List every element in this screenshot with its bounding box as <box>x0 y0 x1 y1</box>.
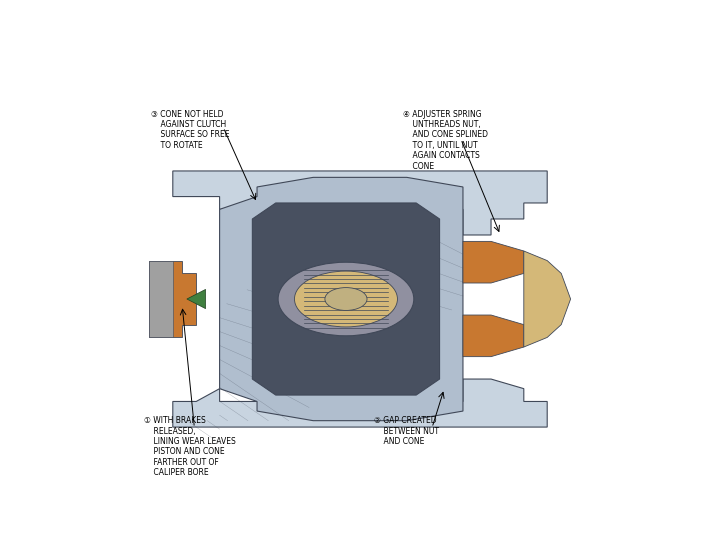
Text: ③ CONE NOT HELD
    AGAINST CLUTCH
    SURFACE SO FREE
    TO ROTATE: ③ CONE NOT HELD AGAINST CLUTCH SURFACE S… <box>151 110 230 150</box>
Text: ALWAYS LEARNING: ALWAYS LEARNING <box>4 509 128 522</box>
Text: PEARSON: PEARSON <box>622 506 719 524</box>
Text: FIGURE 14.23: FIGURE 14.23 <box>126 22 323 48</box>
Circle shape <box>278 262 414 336</box>
Circle shape <box>325 288 367 310</box>
Text: Automatic adjustment of a: Automatic adjustment of a <box>126 22 584 48</box>
Text: ④ ADJUSTER SPRING
    UNTHREADS NUT,
    AND CONE SPLINED
    TO IT, UNTIL NUT
 : ④ ADJUSTER SPRING UNTHREADS NUT, AND CON… <box>403 110 488 171</box>
Text: All Rights Reserved: All Rights Reserved <box>443 521 544 531</box>
Text: FIGURE 14.23 Automatic adjustment of a: FIGURE 14.23 Automatic adjustment of a <box>95 22 625 48</box>
Text: ② GAP CREATED
    BETWEEN NUT
    AND CONE: ② GAP CREATED BETWEEN NUT AND CONE <box>374 416 439 446</box>
Polygon shape <box>253 203 440 395</box>
Text: General Motors rear disc brake caliper.: General Motors rear disc brake caliper. <box>110 70 610 96</box>
Polygon shape <box>524 251 571 347</box>
Text: Copyright © 2017 by Pearson Education, Inc.: Copyright © 2017 by Pearson Education, I… <box>308 500 544 510</box>
Polygon shape <box>173 171 547 235</box>
Circle shape <box>294 271 397 327</box>
Polygon shape <box>463 315 524 356</box>
Text: ① WITH BRAKES
    RELEASED,
    LINING WEAR LEAVES
    PISTON AND CONE
    FARTH: ① WITH BRAKES RELEASED, LINING WEAR LEAV… <box>144 416 235 477</box>
Polygon shape <box>150 261 173 338</box>
Polygon shape <box>173 379 547 427</box>
Polygon shape <box>187 289 206 309</box>
Polygon shape <box>150 261 196 338</box>
Polygon shape <box>463 241 524 283</box>
Text: James D. Halderman: James D. Halderman <box>176 521 283 531</box>
Text: Automotive Brake Systems, 7e: Automotive Brake Systems, 7e <box>176 500 337 510</box>
Polygon shape <box>220 177 463 421</box>
